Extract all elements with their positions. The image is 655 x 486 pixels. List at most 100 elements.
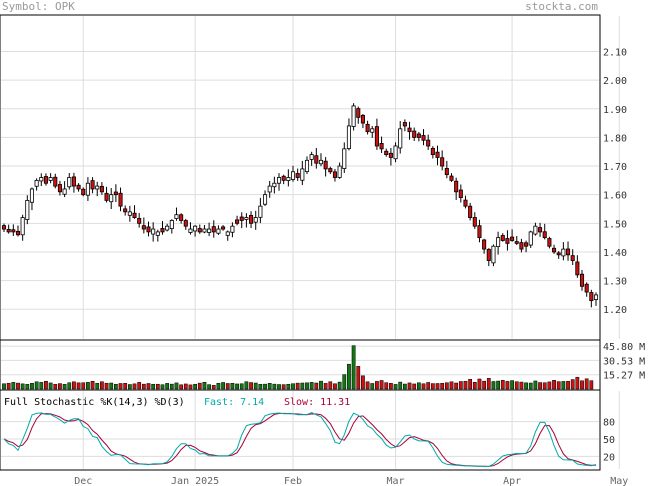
candle [169, 219, 174, 234]
candle-body [71, 176, 76, 187]
volume-bar [277, 384, 281, 390]
candle [230, 222, 235, 238]
volume-bar [281, 384, 286, 390]
volume-bar [575, 376, 580, 390]
volume-bar [239, 383, 244, 390]
x-tick-label: Dec [74, 476, 92, 486]
candle [281, 174, 286, 185]
candle [542, 223, 547, 240]
volume-bar [412, 383, 417, 390]
volume-bar [183, 383, 188, 390]
candle [500, 233, 505, 242]
candle [137, 213, 142, 228]
candle-body [505, 238, 510, 244]
candle [76, 183, 81, 192]
candle [351, 103, 356, 131]
volume-bar [249, 382, 253, 390]
candle-body [104, 192, 109, 201]
volume-bar [538, 382, 542, 390]
volume-bar [258, 383, 263, 390]
candle-body [211, 226, 216, 233]
candle-body [67, 177, 72, 188]
volume-bar [90, 380, 95, 390]
candle [486, 248, 491, 267]
candle-body [15, 230, 21, 236]
candle [318, 153, 324, 167]
source-label: stockta.com [525, 0, 598, 13]
candle [286, 169, 291, 187]
candle [440, 150, 445, 171]
candle-body [496, 237, 501, 248]
volume-bar [365, 381, 370, 390]
candle [272, 176, 277, 194]
volume-bar [580, 380, 584, 390]
volume-bar [472, 382, 477, 390]
volume-bar [524, 382, 528, 390]
volume-bar [510, 380, 514, 390]
price-tick-label: 1.70 [603, 162, 627, 173]
candle-body [468, 205, 473, 218]
candle-body [435, 151, 440, 158]
volume-bar [435, 383, 440, 390]
volume-bar [584, 378, 589, 390]
volume-bar [67, 382, 72, 390]
volume-bar [328, 381, 333, 390]
candle-body [524, 242, 529, 247]
candle [384, 148, 389, 157]
candle-body [165, 225, 170, 231]
candle-body [430, 147, 435, 155]
candle [43, 173, 48, 186]
candle [155, 229, 160, 242]
volume-bar [566, 381, 570, 390]
candle [561, 242, 566, 261]
price-tick-label: 1.80 [603, 133, 627, 144]
candle-body [286, 177, 291, 181]
volume-panel: 45.80 M 30.53 M 15.27 M [0, 339, 645, 391]
candle [127, 205, 132, 222]
candle-body [412, 130, 417, 138]
volume-bar [561, 381, 566, 390]
volume-bar [547, 381, 552, 390]
candle [412, 127, 417, 141]
candle [15, 225, 21, 237]
volume-bar [160, 384, 165, 390]
candle [482, 238, 487, 254]
candle-body [547, 238, 552, 247]
candle [374, 118, 379, 150]
stochastic-tick-label: 50 [603, 435, 615, 446]
volume-bar [486, 378, 491, 390]
candle-body [113, 191, 118, 196]
candle [263, 190, 268, 206]
candle-body [328, 168, 333, 173]
candle [67, 172, 72, 190]
candle [25, 195, 30, 225]
volume-bar [519, 381, 524, 390]
candle-body [169, 220, 174, 229]
candle [468, 202, 473, 221]
candle-body [123, 208, 128, 213]
candle [584, 282, 589, 297]
price-panel: 2.10 2.00 1.90 1.80 1.70 1.60 1.50 1.40 1.30 1.20 [0, 14, 627, 341]
volume-bar [454, 382, 459, 390]
volume-bar [118, 383, 123, 390]
volume-tick-label: 45.80 M [603, 342, 645, 353]
volume-bar [347, 363, 351, 390]
candle [165, 223, 170, 232]
volume-bar [589, 380, 594, 390]
volume-tick-label: 30.53 M [603, 356, 645, 367]
volume-bar [151, 383, 156, 390]
candle [328, 166, 333, 175]
candle-body [570, 255, 575, 261]
candle-body [566, 248, 571, 256]
symbol-label: Symbol: OPK [2, 0, 75, 13]
volume-bar [505, 381, 510, 390]
candle-body [458, 189, 463, 198]
stochastic-tick-label: 20 [603, 452, 615, 463]
volume-bar [319, 380, 323, 390]
volume-bar [197, 382, 202, 390]
candle-body [421, 135, 426, 141]
candle [491, 244, 496, 267]
volume-bar [393, 384, 398, 390]
candle-body [491, 245, 496, 264]
volume-bar [146, 383, 151, 390]
